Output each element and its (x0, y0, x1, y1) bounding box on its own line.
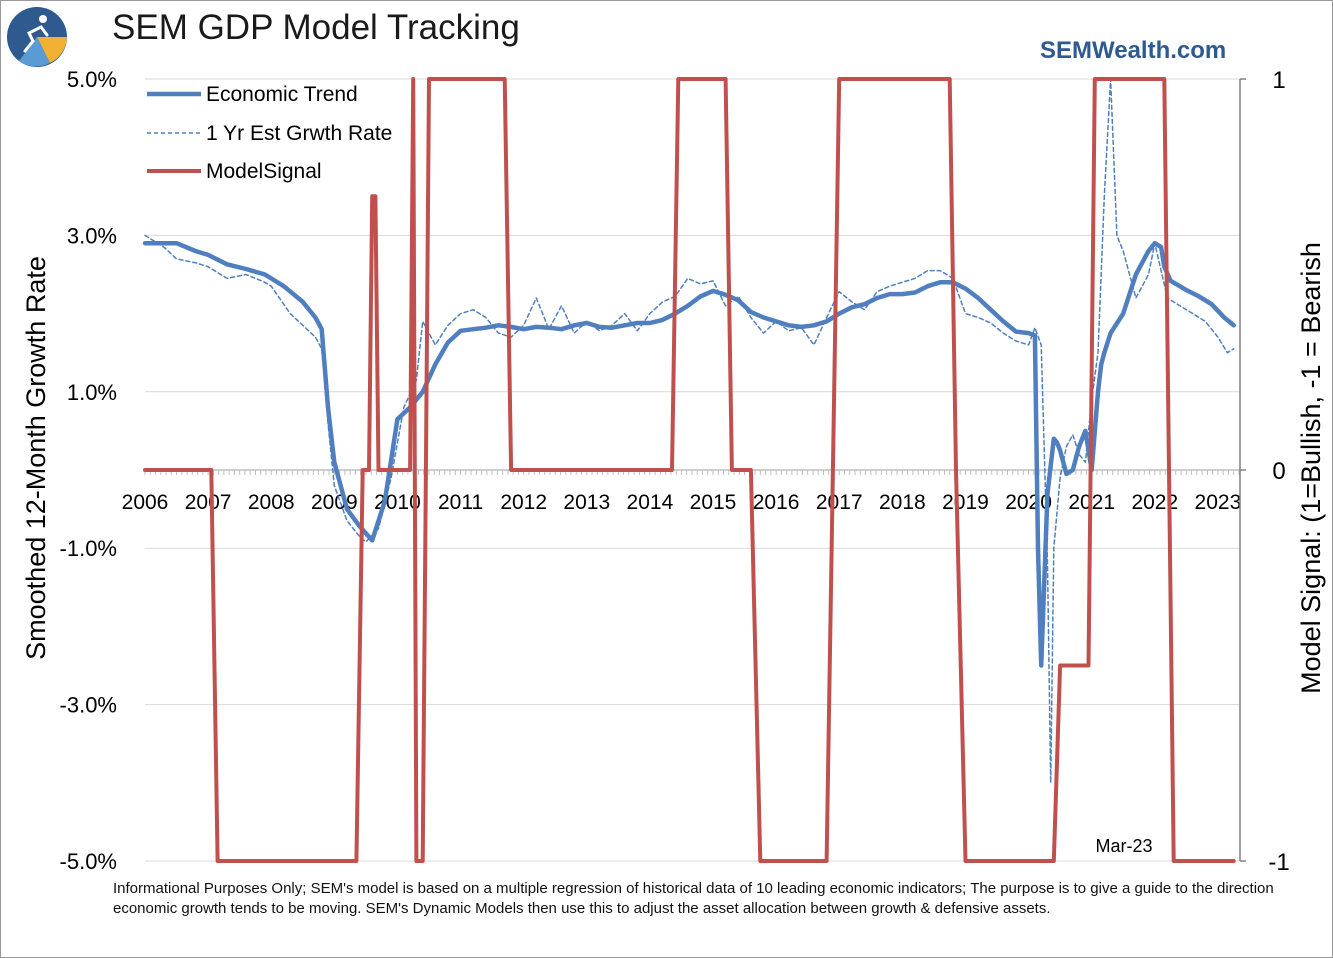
y-tick-label: -5.0% (60, 849, 117, 874)
y2-tick-label: 0 (1272, 458, 1285, 485)
x-tick-label: 2008 (248, 491, 295, 514)
legend-label: Economic Trend (206, 83, 358, 106)
chart-title: SEM GDP Model Tracking (112, 8, 520, 47)
x-tick-label: 2012 (500, 491, 547, 514)
legend-label: ModelSignal (206, 160, 322, 183)
series-line-modelsignal (143, 77, 1236, 863)
footer-note: Informational Purposes Only; SEM's model… (113, 880, 1274, 917)
x-tick-label: 2020 (1005, 491, 1052, 514)
y-tick-label: 5.0% (67, 67, 117, 92)
y-tick-label: 3.0% (67, 223, 117, 248)
y2-axis-title: Model Signal: (1=Bullish, -1 = Bearish (1296, 242, 1326, 694)
x-tick-label: 2011 (438, 491, 483, 514)
x-tick-label: 2006 (122, 491, 169, 514)
x-tick-label: 2015 (690, 491, 737, 514)
y-tick-label: 1.0% (67, 380, 117, 405)
gdp-chart: 5.0% 3.0% 1.0% -1.0% -3.0% -5.0% 2006 2007 2008 2… (21, 67, 1326, 875)
x-tick-label: 2014 (627, 491, 674, 514)
series-line-1-yr-est-grwth-rate (144, 78, 1235, 784)
brand-label: SEMWealth.com (1040, 37, 1227, 64)
x-tick-label: 2016 (753, 491, 800, 514)
y2-tick-label: 1 (1272, 67, 1285, 94)
x-tick-label: 2023 (1195, 491, 1242, 514)
date-annotation: Mar-23 (1095, 836, 1152, 856)
y-axis-title: Smoothed 12-Month Growth Rate (21, 256, 51, 660)
x-tick-label: 2018 (879, 491, 926, 514)
series-line-economic-trend (142, 240, 1236, 668)
x-tick-label: 2022 (1131, 491, 1178, 514)
y2-tick-label: -1 (1268, 849, 1289, 875)
x-tick-label: 2017 (816, 491, 863, 514)
y-tick-label: -1.0% (60, 536, 117, 561)
x-tick-label: 2013 (563, 491, 610, 514)
sem-logo-icon (5, 5, 69, 74)
y-tick-label: -3.0% (60, 693, 117, 718)
x-tick-label: 2019 (942, 491, 989, 514)
x-tick-label: 2007 (185, 491, 232, 514)
legend-label: 1 Yr Est Grwth Rate (206, 122, 392, 145)
